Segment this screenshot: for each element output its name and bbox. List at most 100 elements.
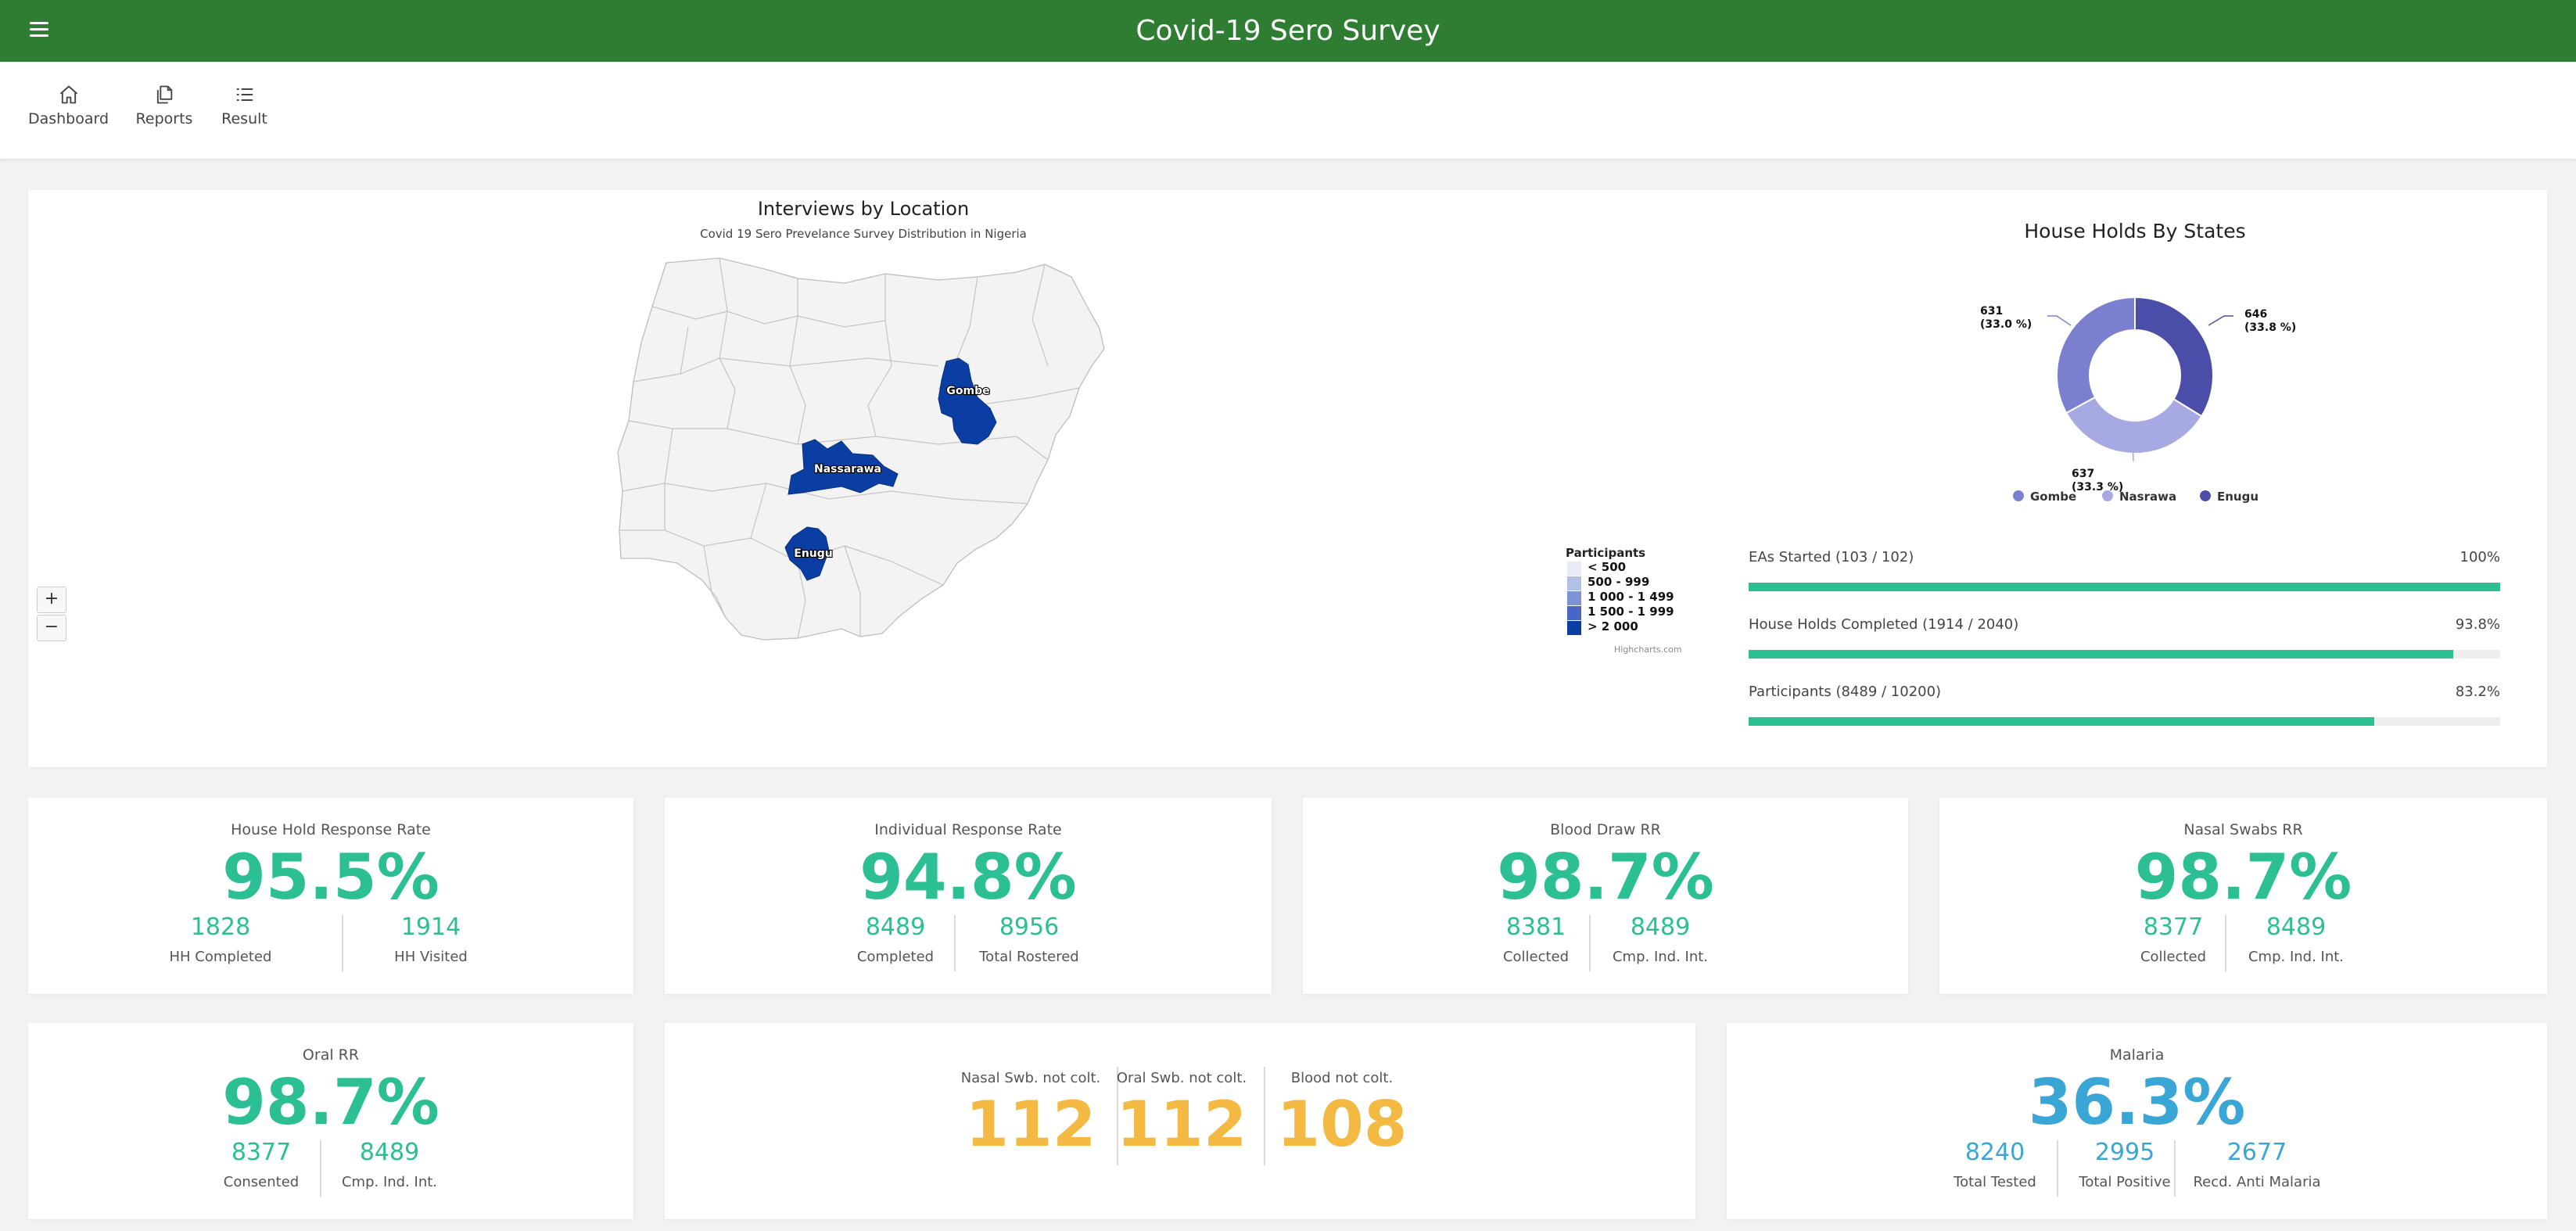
stat-collected: 8381 Collected bbox=[1458, 913, 1614, 965]
stat-total-positive: 2995 Total Positive bbox=[2047, 1139, 2203, 1190]
pie-legend-label: Enugu bbox=[2217, 490, 2259, 504]
nav-dashboard[interactable]: Dashboard bbox=[27, 84, 109, 138]
stat-label: HH Visited bbox=[394, 949, 468, 965]
stat-nasal-not-collected: Nasal Swb. not colt. 112 bbox=[956, 1070, 1105, 1161]
progress-fill-participants bbox=[1749, 717, 2374, 726]
stat-label: Completed bbox=[856, 949, 935, 965]
legend-dot bbox=[2102, 490, 2113, 501]
card-nasal-swabs-rr: Nasal Swabs RR 98.7% 8377 Collected 8489 C… bbox=[1939, 798, 2547, 994]
state-gombe[interactable] bbox=[938, 357, 997, 445]
divider bbox=[342, 915, 343, 971]
donut-label-enugu: 646 (33.8 %) bbox=[2244, 308, 2296, 335]
divider bbox=[1117, 1067, 1118, 1165]
households-donut-chart[interactable] bbox=[2033, 274, 2237, 477]
highcharts-credits[interactable]: Highcharts.com bbox=[1614, 644, 1682, 655]
stat-total-tested: 8240 Total Tested bbox=[1917, 1139, 2073, 1190]
state-label-enugu: Enugu bbox=[794, 547, 833, 560]
stat-label: Consented bbox=[223, 1174, 300, 1190]
stat-hh-completed: 1828 HH Completed bbox=[142, 913, 299, 965]
stat-recd-anti-malaria: 2677 Recd. Anti Malaria bbox=[2179, 1139, 2335, 1190]
stat-blood-not-collected: Blood not colt. 108 bbox=[1268, 1070, 1416, 1161]
stat-hh-visited: 1914 HH Visited bbox=[353, 913, 509, 965]
legend-swatch bbox=[1567, 591, 1581, 605]
legend-item: 1 500 - 1 999 bbox=[1566, 605, 1691, 620]
divider bbox=[2174, 1140, 2176, 1197]
legend-item: > 2 000 bbox=[1566, 619, 1691, 635]
map-subtitle: Covid 19 Sero Prevelance Survey Distribu… bbox=[700, 227, 1027, 241]
stat-number: 2995 bbox=[2094, 1139, 2155, 1166]
card-value: 94.8% bbox=[859, 841, 1077, 913]
pie-legend-nasrawa[interactable]: Nasrawa bbox=[2102, 490, 2176, 504]
donut-slice-enugu[interactable] bbox=[2134, 296, 2214, 418]
home-icon bbox=[59, 85, 77, 104]
card-individual-response-rate: Individual Response Rate 94.8% 8489 Compl… bbox=[665, 798, 1272, 994]
stat-label: Cmp. Ind. Int. bbox=[341, 1174, 438, 1190]
divider bbox=[2057, 1140, 2058, 1197]
card-hh-response-rate: House Hold Response Rate 95.5% 1828 HH Co… bbox=[28, 798, 633, 994]
card-title: Oral RR bbox=[302, 1046, 360, 1064]
legend-swatch bbox=[1567, 562, 1581, 576]
stat-completed: 8489 Completed bbox=[817, 913, 974, 965]
progress-percent-participants: 83.2% bbox=[2455, 684, 2500, 700]
stat-label: Cmp. Ind. Int. bbox=[2248, 949, 2345, 965]
nav-result[interactable]: Result bbox=[219, 84, 270, 138]
pie-legend-gombe[interactable]: Gombe bbox=[2013, 490, 2076, 504]
nav-reports[interactable]: Reports bbox=[133, 84, 196, 138]
top-app-bar: Covid-19 Sero Survey bbox=[0, 0, 2576, 62]
card-value: 98.7% bbox=[2134, 841, 2352, 913]
divider bbox=[954, 915, 956, 971]
state-label-nassarawa: Nassarawa bbox=[814, 463, 881, 476]
nav-reports-label: Reports bbox=[135, 110, 193, 127]
progress-label-participants: Participants (8489 / 10200) bbox=[1749, 684, 1942, 700]
zoom-out-button[interactable]: − bbox=[37, 615, 66, 641]
legend-swatch bbox=[1567, 621, 1581, 635]
donut-slice-gombe[interactable] bbox=[2056, 296, 2136, 415]
stat-number: 8489 bbox=[865, 913, 926, 941]
stat-label: Total Rostered bbox=[979, 949, 1079, 965]
map-legend: Participants < 500 500 - 999 1 000 - 1 4… bbox=[1566, 546, 1691, 635]
progress-bar-households bbox=[1749, 650, 2500, 659]
donut-label-percent: (33.3 %) bbox=[2072, 481, 2124, 493]
donut-slice-nasrawa[interactable] bbox=[2065, 396, 2203, 454]
legend-swatch bbox=[1567, 606, 1581, 620]
donut-label-value: 631 bbox=[1980, 305, 2004, 318]
stat-label: Collected bbox=[2140, 949, 2207, 965]
divider bbox=[1264, 1067, 1265, 1165]
nigeria-map[interactable]: Gombe Nassarawa Enugu bbox=[610, 249, 1110, 648]
donut-label-nasrawa: 637 (33.3 %) bbox=[2072, 468, 2123, 494]
progress-percent-eas: 100% bbox=[2459, 549, 2500, 565]
pie-legend-enugu[interactable]: Enugu bbox=[2200, 490, 2258, 504]
stat-number: 1914 bbox=[400, 913, 461, 941]
households-title: House Holds By States bbox=[2024, 220, 2246, 242]
card-blood-draw-rr: Blood Draw RR 98.7% 8381 Collected 8489 Cm… bbox=[1303, 798, 1908, 994]
stat-number: 8381 bbox=[1505, 913, 1566, 941]
stat-label: HH Completed bbox=[169, 949, 272, 965]
nav-dashboard-label: Dashboard bbox=[27, 110, 109, 127]
stat-number: 8377 bbox=[231, 1139, 292, 1166]
zoom-in-button[interactable]: + bbox=[37, 587, 66, 613]
legend-item: 1 000 - 1 499 bbox=[1566, 590, 1691, 605]
hamburger-menu-icon[interactable] bbox=[23, 16, 56, 44]
stat-number: 108 bbox=[1276, 1088, 1408, 1161]
list-icon bbox=[236, 88, 253, 102]
card-title: Individual Response Rate bbox=[874, 821, 1062, 838]
legend-label: > 2 000 bbox=[1588, 619, 1638, 633]
stat-cmp-ind-int: 8489 Cmp. Ind. Int. bbox=[311, 1139, 468, 1190]
divider bbox=[2225, 915, 2226, 971]
stat-label: Collected bbox=[1502, 949, 1570, 965]
stat-number: 8489 bbox=[1630, 913, 1691, 941]
card-not-collected: Nasal Swb. not colt. 112 Oral Swb. not co… bbox=[665, 1023, 1695, 1219]
stat-label: Nasal Swb. not colt. bbox=[960, 1070, 1101, 1086]
donut-connectors bbox=[2047, 315, 2233, 462]
card-title: House Hold Response Rate bbox=[231, 821, 431, 838]
card-title: Malaria bbox=[2109, 1046, 2165, 1064]
progress-fill-households bbox=[1749, 650, 2454, 659]
legend-dot bbox=[2200, 490, 2211, 501]
state-enugu[interactable] bbox=[784, 526, 830, 581]
stat-number: 8956 bbox=[999, 913, 1060, 941]
card-oral-rr: Oral RR 98.7% 8377 Consented 8489 Cmp. Ind… bbox=[28, 1023, 633, 1219]
state-nassarawa[interactable] bbox=[788, 439, 899, 495]
stat-number: 2677 bbox=[2226, 1139, 2287, 1166]
nigeria-outline bbox=[617, 257, 1105, 641]
stat-label: Blood not colt. bbox=[1290, 1070, 1394, 1086]
